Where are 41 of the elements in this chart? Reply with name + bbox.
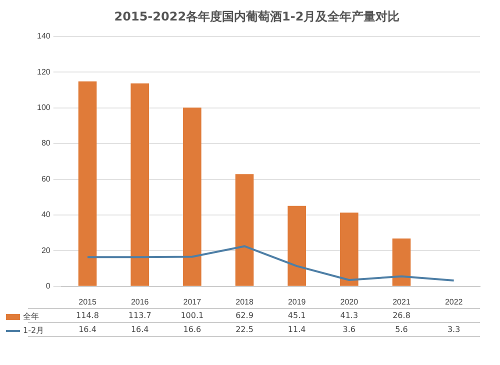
chart-title: 2015-2022各年度国内葡萄酒1-2月及全年产量对比 [114,9,400,24]
bar [183,108,202,286]
y-tick-label: 120 [36,67,51,76]
bar [130,83,150,286]
data-label: 5.6 [395,325,408,334]
y-tick-label: 0 [46,282,51,291]
x-tick-label: 2017 [183,297,202,306]
x-tick-label: 2022 [444,297,464,306]
data-label: 113.7 [128,311,152,320]
data-label: 16.4 [130,325,149,334]
data-label: 45.1 [288,311,306,320]
data-label: 11.4 [288,325,306,334]
bar [235,174,254,286]
data-label: 3.6 [342,325,356,334]
data-label: 3.3 [447,325,460,334]
x-tick-label: 2020 [340,297,359,306]
data-label: 41.3 [340,311,358,320]
data-label: 16.6 [183,325,202,334]
y-tick-label: 100 [36,103,51,112]
x-tick-label: 2018 [236,297,254,306]
x-tick-label: 2019 [288,297,306,306]
y-tick-label: 80 [41,138,51,148]
data-label: 22.5 [236,325,254,334]
bar [78,81,97,286]
y-tick-label: 20 [41,246,51,255]
y-tick-label: 40 [41,210,51,220]
data-label: 114.8 [76,311,99,320]
y-tick-label: 60 [41,174,51,184]
bar [392,238,411,286]
legend-label: 全年 [22,311,39,322]
bar [288,206,306,286]
bar [340,212,358,286]
legend-label: 1-2月 [22,325,44,336]
x-tick-label: 2015 [78,297,97,306]
data-label: 62.9 [236,311,254,320]
data-label: 100.1 [180,311,204,320]
x-tick-label: 2016 [130,297,150,306]
data-label: 26.8 [392,311,410,320]
data-label: 16.4 [78,325,96,334]
y-tick-label: 140 [36,32,51,41]
x-tick-label: 2021 [392,297,411,306]
